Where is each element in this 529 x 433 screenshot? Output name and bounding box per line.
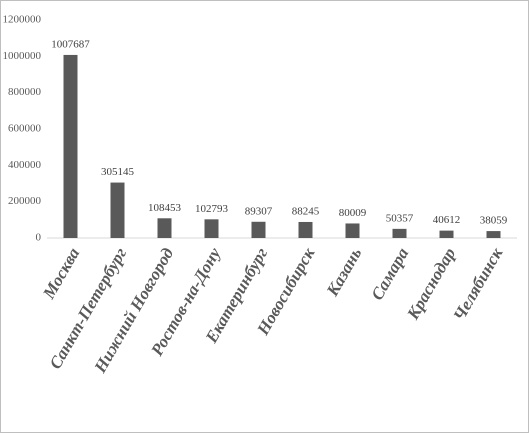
y-tick-label: 800000 bbox=[8, 86, 42, 98]
y-tick-label: 600000 bbox=[8, 123, 42, 135]
y-tick-label: 400000 bbox=[8, 159, 42, 171]
bar bbox=[486, 231, 501, 238]
value-label: 88245 bbox=[292, 206, 320, 218]
value-label: 305145 bbox=[101, 166, 135, 178]
bar bbox=[298, 221, 313, 238]
bar bbox=[392, 228, 407, 238]
value-label: 102793 bbox=[195, 203, 229, 215]
bar bbox=[204, 219, 219, 238]
bar bbox=[110, 182, 125, 238]
y-tick-label: 200000 bbox=[8, 195, 42, 207]
bar bbox=[345, 223, 360, 238]
value-label: 1007687 bbox=[51, 38, 90, 50]
bar bbox=[251, 221, 266, 238]
y-tick-label: 1000000 bbox=[3, 50, 42, 62]
value-label: 50357 bbox=[386, 212, 414, 224]
y-tick-label: 0 bbox=[36, 232, 42, 244]
value-label: 89307 bbox=[245, 205, 273, 217]
value-label: 108453 bbox=[148, 202, 182, 214]
y-tick-label: 1200000 bbox=[3, 14, 42, 26]
bar bbox=[439, 230, 454, 238]
bar bbox=[63, 54, 78, 239]
value-label: 38059 bbox=[480, 215, 508, 227]
value-label: 40612 bbox=[433, 214, 461, 226]
value-label: 80009 bbox=[339, 207, 367, 219]
bar bbox=[157, 218, 172, 238]
